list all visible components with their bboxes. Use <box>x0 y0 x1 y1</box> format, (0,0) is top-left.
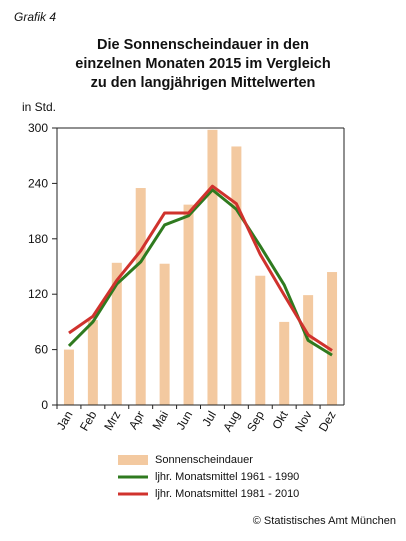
bar-mrz <box>111 262 122 405</box>
bar-series <box>63 129 338 405</box>
y-tick-label: 180 <box>28 232 48 246</box>
legend: Sonnenscheindauer ljhr. Monatsmittel 1961… <box>118 454 299 500</box>
y-tick-label: 240 <box>28 176 48 190</box>
figure-label: Grafik 4 <box>14 10 57 24</box>
y-tick-label: 60 <box>35 343 49 357</box>
x-tick-label-jun: Jun <box>173 409 195 433</box>
copyright-notice: © Statistisches Amt München <box>252 515 396 527</box>
y-tick-label: 0 <box>41 398 48 412</box>
x-tick-label-okt: Okt <box>269 408 291 432</box>
x-tick-label-sep: Sep <box>244 408 267 434</box>
bar-jan <box>63 349 74 405</box>
line-series-2 <box>68 184 333 352</box>
x-tick-label-feb: Feb <box>77 408 100 433</box>
bar-jun <box>183 204 194 405</box>
y-tick-label: 300 <box>28 121 48 135</box>
y-tick-label: 120 <box>28 287 48 301</box>
x-tick-label-nov: Nov <box>292 409 315 434</box>
bar-nov <box>303 295 314 405</box>
bar-mai <box>159 263 170 405</box>
legend-label-2: ljhr. Monatsmittel 1961 - 1990 <box>155 471 299 483</box>
line-series-1 <box>67 188 333 357</box>
line-series <box>67 184 333 357</box>
bar-aug <box>231 146 242 405</box>
chart-title-line-3: zu den langjährigen Mittelwerten <box>90 75 316 91</box>
x-tick-label-jan: Jan <box>54 409 76 433</box>
axes <box>52 127 345 409</box>
bar-jul <box>207 129 218 405</box>
x-tick-label-mrz: Mrz <box>101 409 123 433</box>
x-tick-label-jul: Jul <box>199 409 219 429</box>
x-tick-label-apr: Apr <box>126 409 147 432</box>
bar-feb <box>87 320 98 405</box>
legend-label-3: ljhr. Monatsmittel 1981 - 2010 <box>155 488 299 500</box>
chart-title-line-1: Die Sonnenscheindauer in den <box>97 37 309 53</box>
legend-swatch-bars <box>118 455 148 465</box>
bar-dez <box>327 272 338 405</box>
y-tick-labels: 0 60 120 180 240 300 <box>28 121 48 412</box>
y-axis-label: in Std. <box>22 100 56 114</box>
bar-apr <box>135 188 146 405</box>
chart-title-line-2: einzelnen Monaten 2015 im Vergleich <box>75 56 331 72</box>
x-tick-label-mai: Mai <box>149 409 171 433</box>
bar-sep <box>255 275 266 405</box>
x-tick-labels: Jan Feb Mrz Apr Mai Jun Jul Aug Sep Okt Nov Dez <box>54 408 339 434</box>
chart-title: Die Sonnenscheindauer in den einzelnen M… <box>0 36 406 93</box>
bar-okt <box>279 321 290 405</box>
legend-label-1: Sonnenscheindauer <box>155 454 253 466</box>
x-tick-label-aug: Aug <box>220 409 243 434</box>
x-tick-label-dez: Dez <box>316 409 339 434</box>
